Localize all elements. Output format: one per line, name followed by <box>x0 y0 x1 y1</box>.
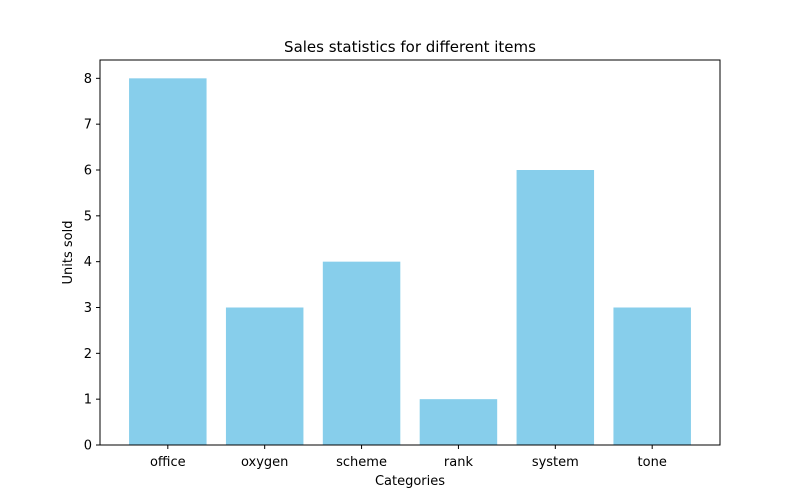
bar-rank <box>419 399 498 445</box>
bar-oxygen <box>225 307 304 445</box>
y-tick-label: 3 <box>84 301 92 316</box>
bar-tone <box>613 307 691 445</box>
bars-group <box>129 78 691 445</box>
chart-title: Sales statistics for different items <box>284 38 536 56</box>
y-axis-label: Units sold <box>61 221 76 285</box>
x-tick-label-scheme: scheme <box>336 455 387 470</box>
x-axis-label: Categories <box>375 474 445 489</box>
y-tick-label: 1 <box>84 393 92 408</box>
y-tick-label: 5 <box>84 209 92 224</box>
y-tick-label: 0 <box>84 439 92 454</box>
y-tick-label: 6 <box>84 164 92 179</box>
bar-office <box>129 78 207 445</box>
x-tick-label-office: office <box>150 455 186 470</box>
plot-area-frame <box>99 59 721 446</box>
bar-scheme <box>322 261 401 445</box>
x-axis-ticks: office oxygen scheme rank system tone <box>150 445 667 470</box>
x-tick-label-tone: tone <box>638 455 667 470</box>
y-tick-label: 7 <box>84 118 92 133</box>
y-tick-label: 2 <box>84 347 92 362</box>
y-axis-ticks: 0 1 2 3 4 5 6 7 8 <box>84 72 100 454</box>
x-tick-label-system: system <box>532 455 579 470</box>
bar-system <box>516 170 595 445</box>
x-tick-label-rank: rank <box>444 455 474 470</box>
x-tick-label-oxygen: oxygen <box>241 455 288 470</box>
y-tick-label: 8 <box>84 72 92 87</box>
y-tick-label: 4 <box>84 255 92 270</box>
